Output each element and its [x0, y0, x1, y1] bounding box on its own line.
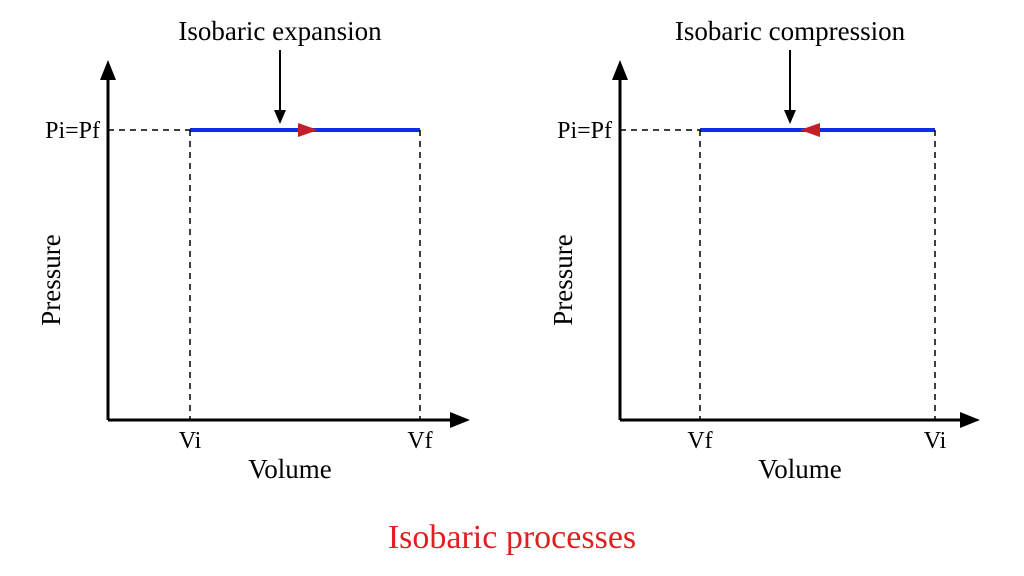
- left-title-pointer-arrow: [274, 110, 286, 124]
- left-x-axis-arrowhead: [450, 412, 470, 428]
- right-title: Isobaric compression: [675, 16, 906, 46]
- right-process-arrow: [800, 123, 820, 137]
- left-y-axis-arrowhead: [100, 60, 116, 80]
- right-x-tick-start: Vf: [687, 428, 712, 454]
- left-x-axis-label: Volume: [248, 454, 332, 484]
- diagram-caption: Isobaric processes: [388, 519, 636, 556]
- left-y-tick-label: Pi=Pf: [45, 118, 100, 144]
- right-y-axis-label: Pressure: [548, 234, 578, 325]
- left-title: Isobaric expansion: [178, 16, 382, 46]
- left-y-axis-label: Pressure: [36, 234, 66, 325]
- right-x-tick-end: Vi: [924, 428, 947, 454]
- right-y-axis-arrowhead: [612, 60, 628, 80]
- left-x-tick-start: Vi: [179, 428, 202, 454]
- right-title-pointer-arrow: [784, 110, 796, 124]
- diagram-container: Isobaric expansion Pi=Pf Vi Vf Pressure …: [0, 0, 1024, 576]
- right-x-axis-label: Volume: [758, 454, 842, 484]
- diagram-svg: Isobaric expansion Pi=Pf Vi Vf Pressure …: [0, 0, 1024, 576]
- right-y-tick-label: Pi=Pf: [557, 118, 612, 144]
- left-process-arrow: [298, 123, 318, 137]
- right-x-axis-arrowhead: [960, 412, 980, 428]
- left-x-tick-end: Vf: [407, 428, 432, 454]
